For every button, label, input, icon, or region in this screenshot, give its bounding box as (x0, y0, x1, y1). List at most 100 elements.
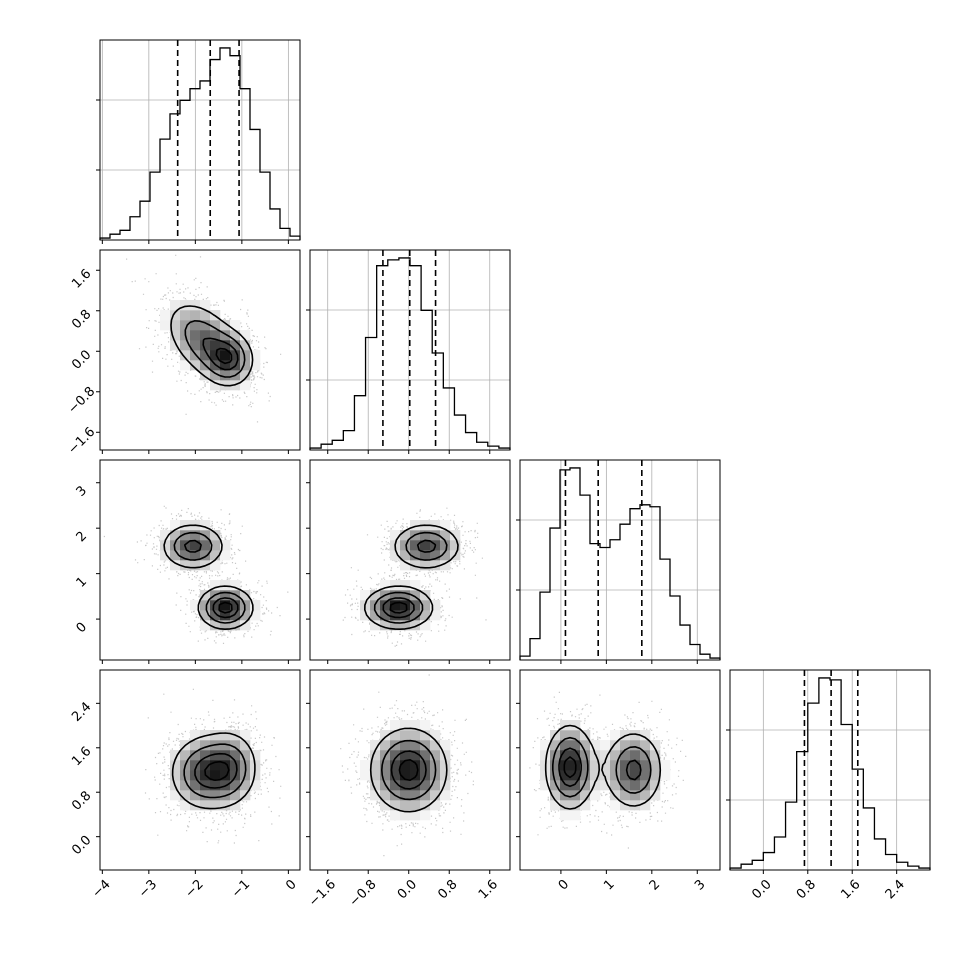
contour-level-1 (552, 736, 652, 798)
density-cell (620, 760, 631, 771)
x-tick-label: 0.0 (749, 877, 774, 902)
density-cell (220, 760, 231, 771)
contour-level-1 (381, 739, 437, 801)
density-cell (390, 550, 401, 561)
density-cell (360, 610, 371, 621)
density-cell (220, 730, 231, 741)
density-cell (370, 790, 381, 801)
density-cell (570, 750, 581, 761)
density-cell (210, 780, 221, 791)
density-cell (220, 600, 231, 611)
density-cell (170, 330, 181, 341)
density-cell (370, 610, 381, 621)
contour-level-3 (218, 601, 233, 614)
density-cell (200, 340, 211, 351)
density-cell (210, 340, 221, 351)
density-cell (200, 550, 211, 561)
density-cell (420, 560, 431, 571)
hist-panel-0 (96, 39, 301, 244)
density-cell (250, 750, 261, 761)
density-cell (380, 800, 391, 811)
density-cell (180, 800, 191, 811)
density-cell (170, 530, 181, 541)
density-cell (190, 360, 201, 371)
y-tick-label: 1.6 (69, 266, 94, 291)
density-cell (410, 590, 421, 601)
density-cell (240, 340, 251, 351)
density-cell (230, 610, 241, 621)
density-cell (200, 790, 211, 801)
density-cell (580, 760, 591, 771)
density-cell (440, 540, 451, 551)
density-cell (200, 800, 211, 811)
density-cell (380, 760, 391, 771)
x-tick-label: 3 (692, 877, 708, 893)
density-cell (170, 320, 181, 331)
density-cell (630, 730, 641, 741)
density-cell (160, 540, 171, 551)
density-cell (220, 610, 231, 621)
density-cell (200, 590, 211, 601)
x-tick-label: 0.8 (435, 877, 460, 902)
density-cell (190, 530, 201, 541)
density-cell (410, 760, 421, 771)
density-cell (400, 600, 411, 611)
density-cell (440, 780, 451, 791)
density-cell (390, 720, 401, 731)
density-cell (190, 330, 201, 341)
density-cell (180, 360, 191, 371)
contour-level-2 (390, 750, 427, 790)
density-cell (590, 760, 601, 771)
density-cell (560, 760, 571, 771)
density-cell (570, 800, 581, 811)
density-cell (390, 620, 401, 631)
density-cell (190, 780, 201, 791)
density-cell (230, 580, 241, 591)
y-tick-label: −1.6 (65, 425, 98, 458)
density-cell (400, 790, 411, 801)
density-cell (640, 740, 651, 751)
density-cell (600, 770, 611, 781)
density-cell (170, 790, 181, 801)
y-tick-label: 0.8 (69, 307, 94, 332)
density-cell (400, 780, 411, 791)
contour-level-1 (184, 320, 246, 378)
panel-frame (99, 459, 301, 661)
density-cell (410, 540, 421, 551)
density-cell (430, 560, 441, 571)
density-cell (650, 790, 661, 801)
density-cell (550, 760, 561, 771)
density-cell (240, 610, 251, 621)
density-cell (410, 720, 421, 731)
density-cell (590, 790, 601, 801)
density-cell (440, 740, 451, 751)
panel-frame (99, 39, 301, 241)
density-cell (640, 780, 651, 791)
density-cell (650, 760, 661, 771)
density-cell (230, 320, 241, 331)
y-tick-label: 3 (74, 483, 90, 499)
contour-level-2 (184, 539, 239, 619)
density-cell (650, 780, 661, 791)
density-cell (620, 790, 631, 801)
density-cell (210, 320, 221, 331)
density-cell (420, 550, 431, 561)
density-cell (200, 370, 211, 381)
density-cell (440, 530, 451, 541)
density-cell (180, 530, 191, 541)
x-tick-label: 2 (647, 877, 663, 893)
density-cell (620, 740, 631, 751)
density-cell (390, 600, 401, 611)
density-cell (190, 550, 201, 561)
density-cell (400, 560, 411, 571)
contour-level-3 (215, 347, 233, 365)
density-cell (410, 560, 421, 571)
density-cell (430, 780, 441, 791)
density-cell (550, 790, 561, 801)
density-cell (410, 750, 421, 761)
density-cell (630, 740, 641, 751)
density-cell (220, 550, 231, 561)
density-cell (630, 780, 641, 791)
density-cell (570, 730, 581, 741)
contour-level-1 (373, 531, 448, 624)
